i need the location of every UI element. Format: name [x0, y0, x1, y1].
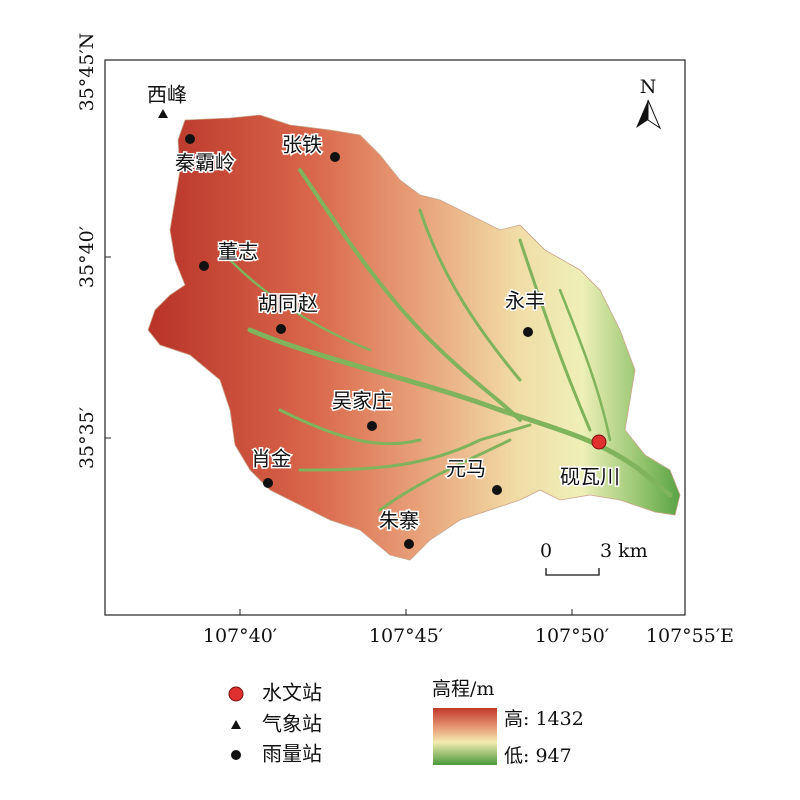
north-label: N: [640, 76, 657, 98]
hydro-station: [591, 434, 607, 450]
north-arrow: N: [636, 76, 662, 130]
lon-label: 107°45′: [369, 625, 443, 647]
station-label: 董志: [218, 240, 258, 264]
station-label: 砚瓦川: [560, 465, 620, 489]
rain-station: [276, 324, 286, 334]
station-label: 胡同赵: [258, 292, 318, 316]
elevation-title: 高程/m: [432, 678, 494, 700]
rain-station: [404, 539, 414, 549]
weather-station: [158, 109, 168, 118]
rain-station: [492, 485, 502, 495]
basin: [147, 114, 681, 561]
scale-end: 3 km: [600, 540, 648, 562]
scale-bar: 0 3 km: [540, 540, 648, 576]
lat-label: 35°40′: [76, 226, 98, 288]
scale-line: [545, 568, 600, 576]
legend: 水文站 气象站 雨量站 高程/m 高: 1432 低: 947: [228, 678, 584, 767]
lon-label: 107°55′E: [646, 625, 734, 647]
legend-label: 气象站: [262, 712, 322, 736]
legend-symbol: [231, 750, 241, 760]
legend-label: 雨量站: [262, 742, 322, 766]
rain-station: [367, 421, 377, 431]
drainage: [228, 168, 673, 512]
arrow-right: [647, 99, 662, 130]
station-label: 张铁: [282, 133, 322, 157]
rain-station: [263, 478, 273, 488]
rain-station: [199, 261, 209, 271]
legend-symbol: [231, 720, 241, 729]
map-frame: [104, 59, 686, 616]
legend-label: 水文站: [262, 681, 322, 705]
legend-symbol: [228, 686, 244, 702]
elevation-low: 低: 947: [504, 745, 572, 767]
lon-ticks: 107°40′ 107°45′ 107°50′ 107°55′E: [203, 609, 734, 647]
elevation-high: 高: 1432: [504, 708, 584, 730]
rain-station: [185, 134, 195, 144]
rain-station: [523, 327, 533, 337]
station-label: 西峰: [147, 83, 187, 107]
station-label: 秦霸岭: [175, 151, 235, 175]
lat-label: 35°45′N: [76, 33, 98, 112]
lon-label: 107°50′: [535, 625, 609, 647]
arrow-left: [636, 100, 648, 128]
station-label: 朱寨: [379, 509, 419, 533]
lat-label: 35°35′: [76, 407, 98, 469]
stations: 砚瓦川 西峰 秦霸岭 张铁 董志 胡同赵 永丰 吴家庄 肖金 元马 朱寨: [146, 81, 622, 549]
elevation-ramp: [433, 708, 497, 765]
lon-label: 107°40′: [203, 625, 277, 647]
rain-station: [330, 152, 340, 162]
scale-start: 0: [540, 540, 552, 562]
station-label: 吴家庄: [332, 389, 392, 413]
lat-ticks: 35°45′N 35°40′ 35°35′: [76, 33, 111, 469]
station-label: 肖金: [251, 447, 291, 471]
station-label: 元马: [446, 457, 486, 481]
station-label: 永丰: [505, 289, 545, 313]
